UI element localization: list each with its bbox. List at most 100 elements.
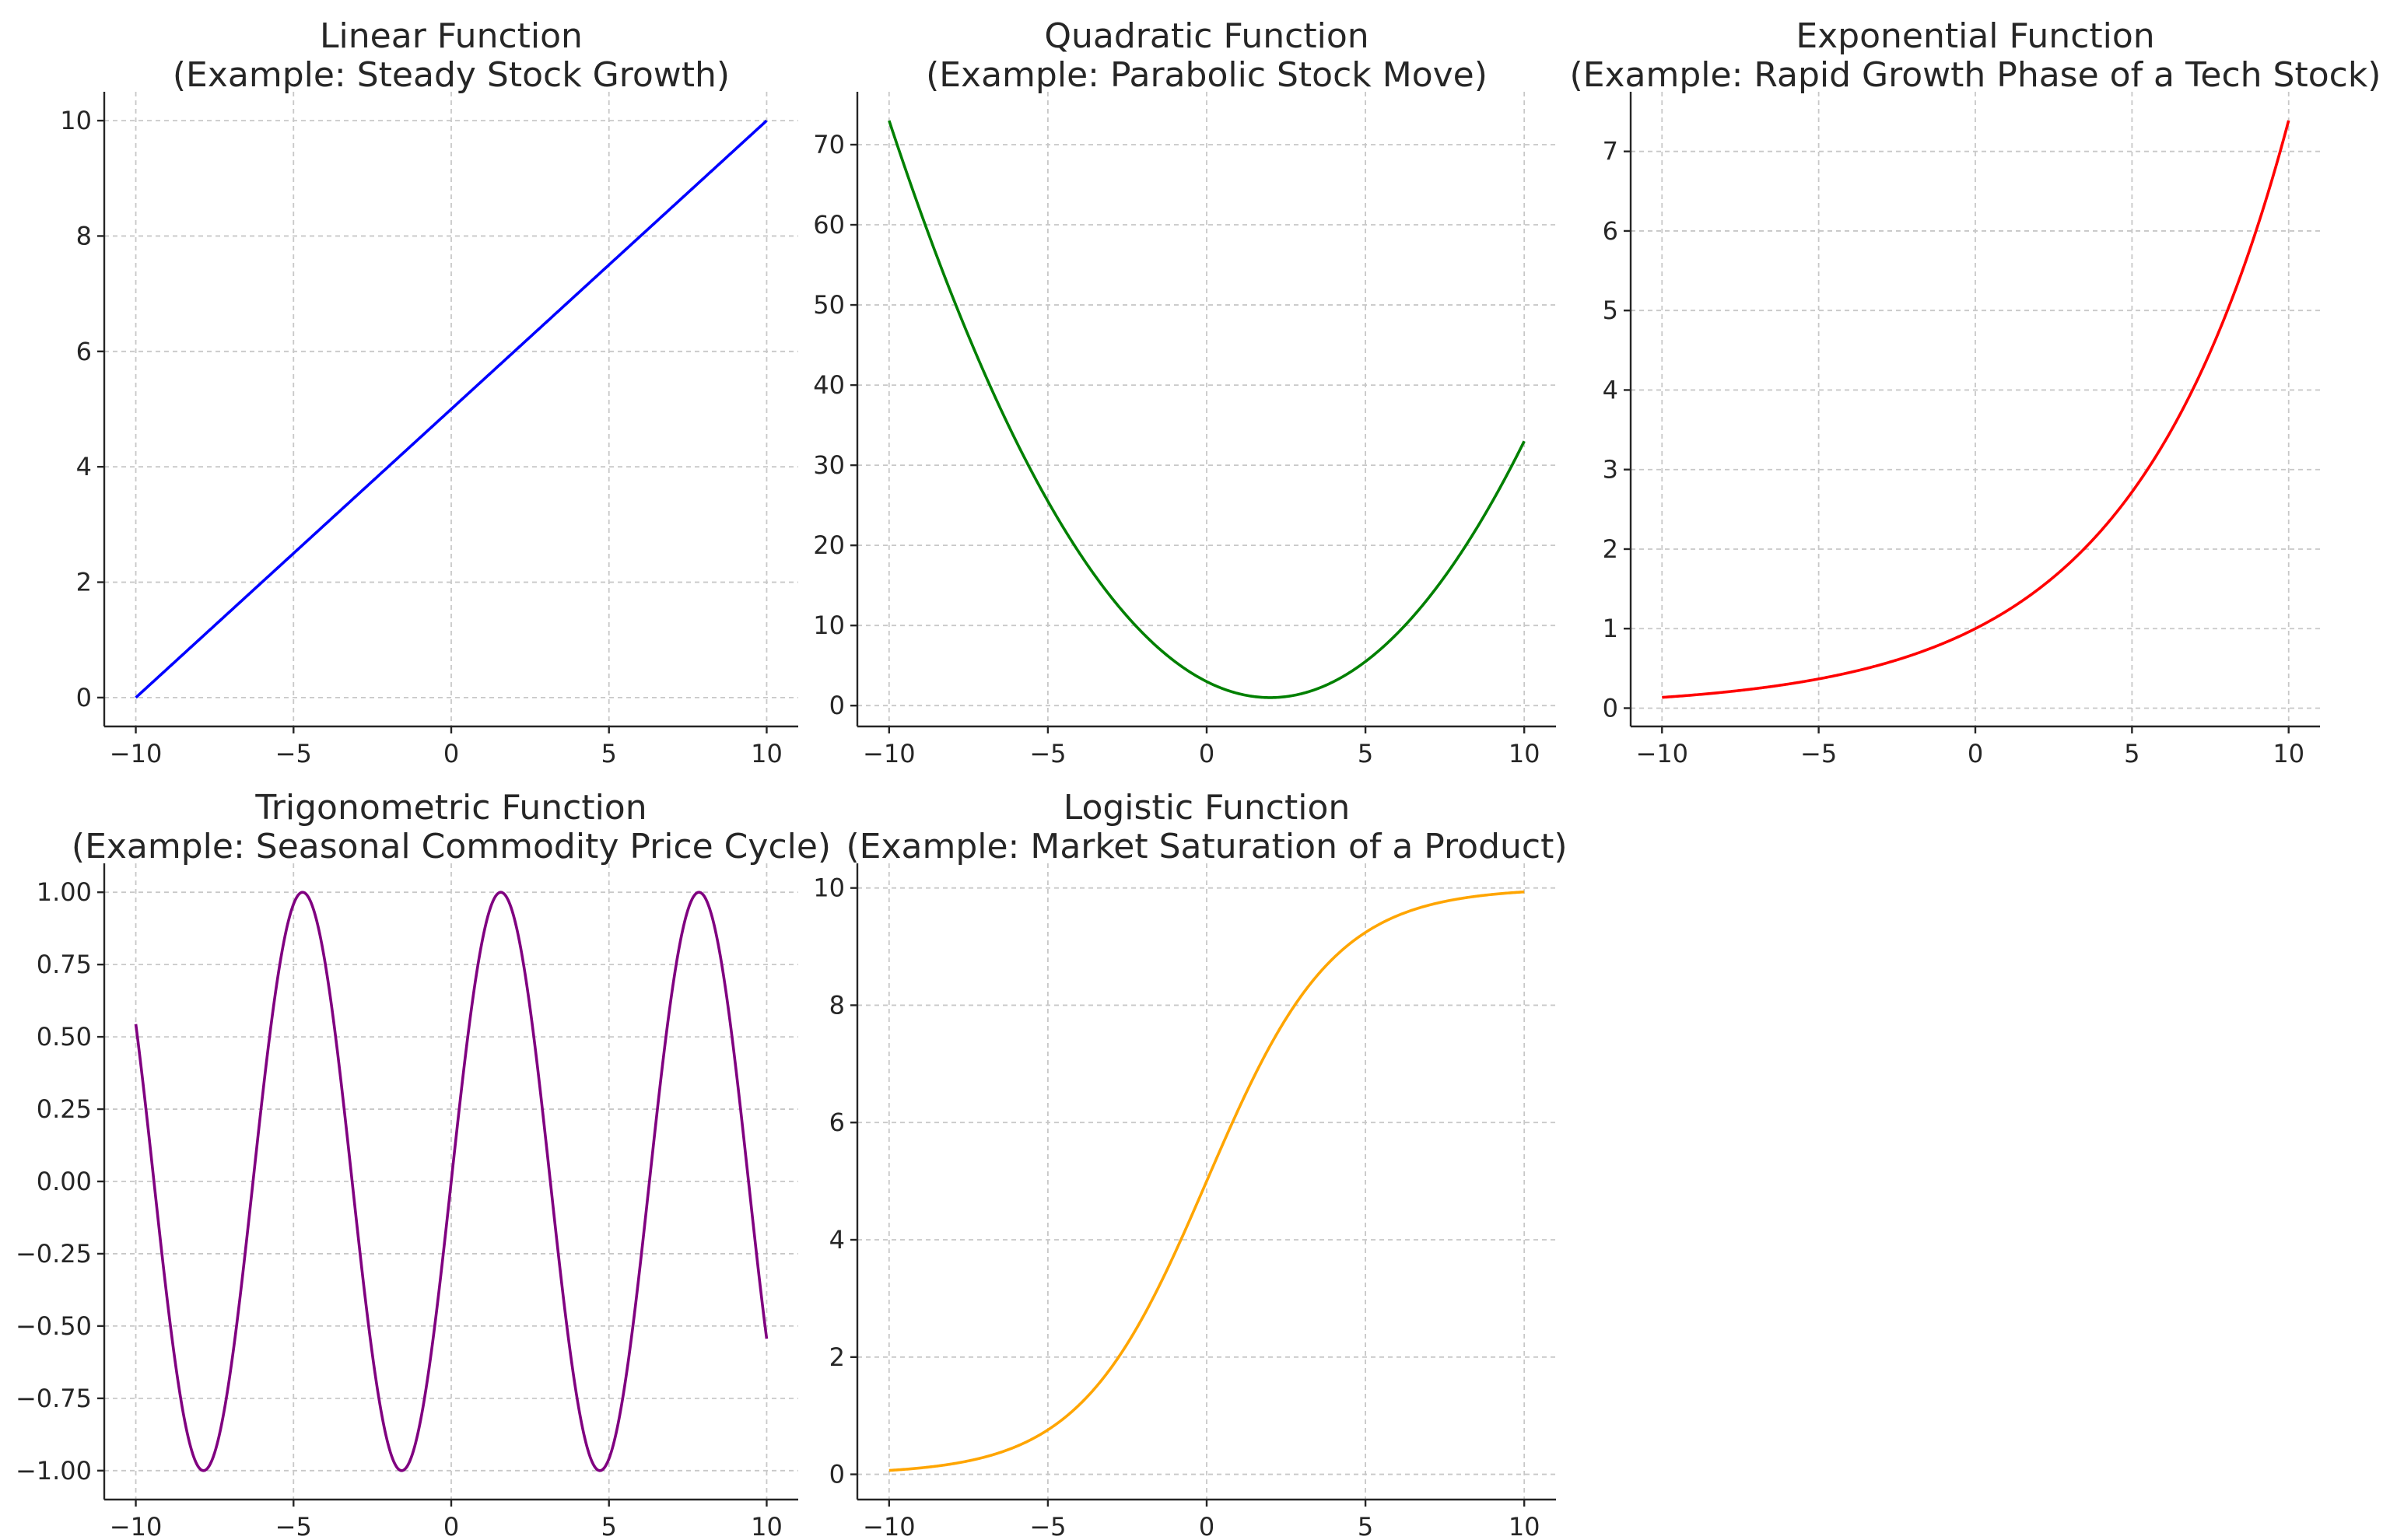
y-tick-label: 20 — [813, 530, 845, 560]
data-point — [1659, 695, 1664, 700]
y-tick-label: 2 — [1603, 534, 1618, 564]
chart-panel-4: −10 −5 0 5 10 1.00 0.75 0.50 0.25 0.00 −0.25 −0.50 −… — [16, 788, 831, 1540]
data-point — [1363, 660, 1368, 664]
x-tick-label: 0 — [1199, 739, 1214, 768]
chart-title-line: Trigonometric Function — [254, 788, 647, 828]
data-point — [202, 1468, 206, 1473]
data-point — [696, 890, 701, 894]
chart-panel-2: −10 −5 0 5 10 0 10 20 30 40 50 60 70 Quadratic Functi… — [813, 16, 1556, 768]
data-point — [1973, 626, 1978, 631]
data-point — [598, 1468, 602, 1473]
x-tick-label: −5 — [275, 1512, 312, 1540]
data-point — [291, 551, 296, 555]
chart-panel-1: −10 −5 0 5 10 0 2 4 6 8 10 Linear Function (Example:… — [60, 16, 798, 768]
chart-title-line: (Example: Parabolic Stock Move) — [926, 55, 1488, 95]
chart-title: Logistic Function (Example: Market Satura… — [846, 788, 1567, 866]
y-tick-label: 40 — [813, 370, 845, 400]
data-point — [887, 118, 892, 123]
data-point — [1522, 890, 1526, 894]
x-tick-label: −5 — [275, 739, 312, 768]
chart-title-line: (Example: Steady Stock Growth) — [173, 55, 730, 95]
chart-panel-3: −10 −5 0 5 10 0 1 2 3 4 5 6 7 Exponential Function (Ex… — [1570, 16, 2381, 768]
data-point — [1522, 439, 1526, 443]
chart-title-line: (Example: Market Saturation of a Product… — [846, 827, 1567, 866]
chart-title-line: Linear Function — [320, 16, 583, 56]
x-tick-label: −10 — [110, 739, 163, 768]
chart-title: Quadratic Function (Example: Parabolic St… — [926, 16, 1488, 95]
x-tick-label: 10 — [751, 1512, 783, 1540]
y-tick-label: 5 — [1603, 296, 1618, 325]
y-tick-label: 0.75 — [37, 950, 92, 979]
x-tick-label: −5 — [1800, 739, 1837, 768]
data-point — [1204, 679, 1209, 684]
data-point — [764, 1336, 769, 1341]
series-line — [888, 120, 1526, 699]
chart-title: Linear Function (Example: Steady Stock Gr… — [173, 16, 730, 95]
x-tick-label: −10 — [110, 1512, 163, 1540]
chart-title-line: Quadratic Function — [1044, 16, 1368, 56]
x-tick-label: −10 — [863, 1512, 916, 1540]
x-tick-label: 5 — [1358, 1512, 1373, 1540]
data-point — [1046, 499, 1050, 503]
x-tick-label: 0 — [443, 1512, 459, 1540]
data-point — [1204, 1179, 1209, 1184]
y-tick-label: 4 — [829, 1225, 845, 1255]
y-tick-label: 2 — [829, 1342, 845, 1372]
data-point — [134, 1022, 138, 1027]
series-line — [1661, 120, 2290, 699]
data-point — [887, 1468, 892, 1473]
chart-title-line: (Example: Rapid Growth Phase of a Tech S… — [1570, 55, 2381, 95]
y-tick-label: 0.50 — [37, 1022, 92, 1052]
x-tick-label: 5 — [601, 1512, 617, 1540]
y-tick-label: 6 — [829, 1108, 845, 1137]
series-line — [888, 890, 1525, 1472]
y-tick-label: 0 — [829, 691, 845, 720]
data-point — [134, 695, 138, 700]
x-tick-label: 5 — [2124, 739, 2139, 768]
data-point — [607, 263, 612, 268]
x-tick-label: 0 — [1968, 739, 1983, 768]
x-tick-label: −5 — [1029, 739, 1066, 768]
data-point — [399, 1468, 404, 1473]
data-point — [1268, 695, 1273, 700]
x-tick-label: 0 — [443, 739, 459, 768]
y-tick-label: 8 — [829, 990, 845, 1020]
y-tick-label: −0.75 — [16, 1384, 92, 1413]
data-point — [2129, 490, 2134, 495]
y-tick-label: 60 — [813, 210, 845, 240]
y-tick-label: 0 — [76, 683, 92, 712]
data-point — [1817, 677, 1821, 681]
y-tick-label: 0.25 — [37, 1094, 92, 1124]
y-tick-label: 4 — [76, 452, 92, 481]
y-tick-label: 6 — [76, 337, 92, 366]
data-point — [1363, 930, 1368, 935]
y-tick-label: 30 — [813, 450, 845, 480]
data-point — [449, 407, 454, 411]
y-tick-label: 3 — [1603, 455, 1618, 485]
y-tick-label: 10 — [60, 106, 92, 135]
y-tick-label: −0.50 — [16, 1311, 92, 1341]
x-tick-label: 5 — [1358, 739, 1373, 768]
x-tick-label: 5 — [601, 739, 617, 768]
x-tick-label: −5 — [1029, 1512, 1066, 1540]
x-tick-label: −10 — [1636, 739, 1689, 768]
y-tick-label: 7 — [1603, 137, 1618, 166]
y-tick-label: 8 — [76, 221, 92, 250]
data-point — [2287, 118, 2291, 123]
y-tick-label: 0 — [1603, 693, 1618, 723]
data-point — [764, 118, 769, 123]
y-tick-label: 4 — [1603, 375, 1618, 404]
chart-title-line: Logistic Function — [1064, 788, 1351, 828]
y-tick-label: 50 — [813, 290, 845, 320]
y-tick-label: 10 — [813, 873, 845, 903]
chart-title-line: Exponential Function — [1796, 16, 2154, 56]
x-tick-label: 10 — [2273, 739, 2304, 768]
x-tick-label: 0 — [1199, 1512, 1214, 1540]
x-tick-label: −10 — [863, 739, 916, 768]
x-tick-label: 10 — [751, 739, 783, 768]
x-tick-label: 10 — [1509, 1512, 1540, 1540]
chart-title-line: (Example: Seasonal Commodity Price Cycle… — [72, 827, 831, 866]
y-tick-label: 2 — [76, 568, 92, 597]
